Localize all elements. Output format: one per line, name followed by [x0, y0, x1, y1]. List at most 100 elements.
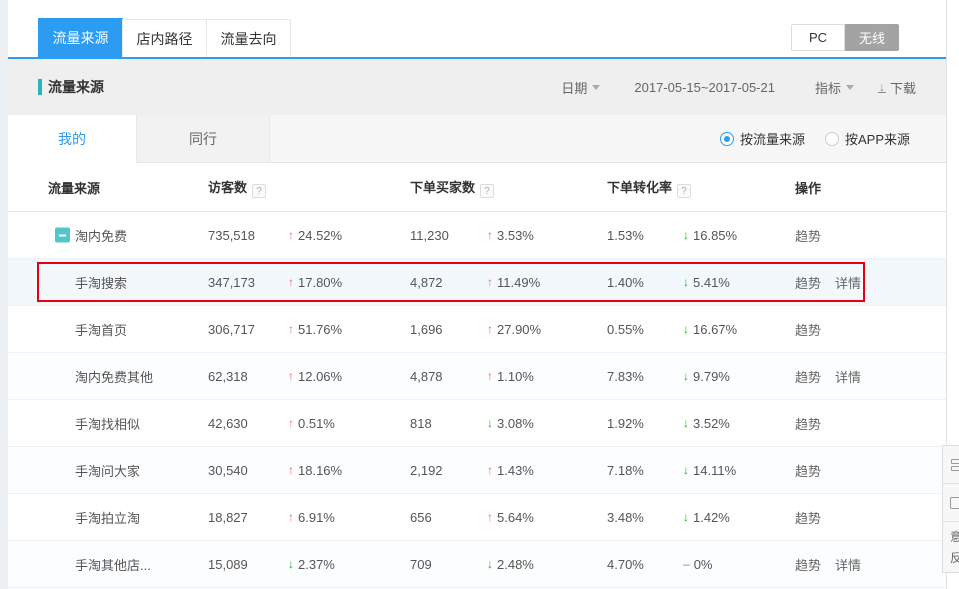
source-name[interactable]: 淘内免费其他: [75, 369, 154, 385]
table-row: 手淘首页 306,717 ↑ 51.76% 1,696 ↑ 27.90% 0.55% ↓ 16.6…: [8, 306, 946, 353]
date-range-value: 2017-05-15~2017-05-21: [634, 79, 775, 95]
trend-link[interactable]: 趋势: [795, 510, 822, 526]
trend-link[interactable]: 趋势: [795, 322, 822, 338]
conversion-change-value: 5.41%: [693, 274, 730, 290]
conversion-change: ↓ 14.11%: [675, 463, 787, 478]
visitors-change-value: 12.06%: [298, 368, 343, 384]
toggle-pc[interactable]: PC: [791, 24, 845, 51]
visitors-change: ↑ 24.52%: [288, 228, 402, 243]
col-header-buyers: 下单买家数?: [402, 177, 599, 198]
collapse-icon[interactable]: [55, 227, 70, 243]
buyers-change: ↑ 5.64%: [477, 510, 599, 525]
window-icon[interactable]: [943, 484, 959, 522]
row-actions: 趋势: [787, 414, 946, 433]
up-arrow-icon: ↑: [288, 275, 294, 289]
date-dropdown[interactable]: 日期: [561, 78, 601, 97]
visitors-value: 62,318: [208, 368, 248, 384]
download-button[interactable]: ↓ 下载: [877, 78, 916, 97]
detail-link[interactable]: 详情: [835, 557, 862, 573]
conversion-value: 7.83%: [607, 368, 644, 384]
row-actions: 趋势 详情: [787, 555, 946, 574]
conversion-change-value: 0%: [693, 556, 713, 572]
col-header-label: 下单买家数: [410, 179, 476, 195]
visitors-value: 306,717: [208, 321, 255, 337]
radio-label: 按APP来源: [844, 132, 910, 147]
date-dropdown-label: 日期: [561, 80, 588, 96]
radio-unselected-icon: [824, 131, 839, 146]
down-arrow-icon: ↓: [683, 275, 689, 289]
source-mode-radios: 按流量来源 按APP来源: [719, 115, 946, 162]
down-arrow-icon: ↓: [683, 463, 689, 477]
trend-link[interactable]: 趋势: [795, 275, 822, 291]
conversion-value: 1.92%: [607, 415, 644, 431]
conversion-value: 1.53%: [607, 227, 644, 243]
trend-link[interactable]: 趋势: [795, 369, 822, 385]
table-row: 手淘拍立淘 18,827 ↑ 6.91% 656 ↑ 5.64% 3.48% ↓ 1.42% 趋势: [8, 494, 946, 541]
up-arrow-icon: ↑: [487, 463, 493, 477]
buyers-value: 1,696: [410, 321, 443, 337]
tab-instore-path[interactable]: 店内路径: [122, 19, 207, 57]
up-arrow-icon: ↑: [288, 416, 294, 430]
conversion-change: ↓ 16.67%: [675, 322, 787, 337]
page-title: 流量来源: [48, 79, 104, 95]
buyers-value: 11,230: [410, 227, 449, 243]
tab-mine[interactable]: 我的: [8, 115, 137, 163]
table-header: 流量来源 访客数? 下单买家数? 下单转化率? 操作: [8, 163, 946, 212]
header-controls: 日期 2017-05-15~2017-05-21 指标 ↓ 下载: [561, 78, 916, 97]
feedback-char: 意: [949, 530, 959, 544]
detail-link[interactable]: 详情: [835, 275, 862, 291]
buyers-value: 4,878: [410, 368, 443, 384]
trend-link[interactable]: 趋势: [795, 228, 822, 244]
buyers-change: ↑ 11.49%: [477, 275, 599, 290]
flat-arrow-icon: –: [683, 557, 690, 571]
buyers-change-value: 1.43%: [497, 462, 534, 478]
trend-link[interactable]: 趋势: [795, 557, 822, 573]
conversion-change: ↓ 1.42%: [675, 510, 787, 525]
view-tab-bar: 我的 同行 按流量来源 按APP来源: [8, 115, 946, 163]
tab-peers[interactable]: 同行: [137, 115, 270, 162]
radio-by-traffic-source[interactable]: 按流量来源: [719, 129, 805, 148]
download-icon: ↓: [877, 79, 886, 94]
buyers-value: 2,192: [410, 462, 443, 478]
conversion-value: 3.48%: [607, 509, 644, 525]
trend-link[interactable]: 趋势: [795, 463, 822, 479]
source-name[interactable]: 手淘首页: [75, 322, 128, 338]
col-header-source: 流量来源: [48, 180, 101, 196]
source-name[interactable]: 手淘拍立淘: [75, 510, 141, 526]
buyers-change: ↑ 1.10%: [477, 369, 599, 384]
up-arrow-icon: ↑: [288, 228, 294, 242]
up-arrow-icon: ↑: [288, 322, 294, 336]
source-name[interactable]: 淘内免费: [8, 226, 208, 245]
visitors-change-value: 17.80%: [298, 274, 343, 290]
source-name[interactable]: 手淘其他店...: [75, 557, 151, 573]
toggle-wireless[interactable]: 无线: [845, 24, 899, 51]
panels-icon[interactable]: [943, 446, 959, 484]
radio-by-app-source[interactable]: 按APP来源: [824, 129, 910, 148]
row-actions: 趋势: [787, 320, 946, 339]
source-name[interactable]: 手淘搜索: [75, 275, 128, 291]
chevron-down-icon: [845, 84, 854, 90]
down-arrow-icon: ↓: [683, 369, 689, 383]
visitors-value: 42,630: [208, 415, 248, 431]
down-arrow-icon: ↓: [683, 416, 689, 430]
up-arrow-icon: ↑: [487, 228, 493, 242]
source-name[interactable]: 手淘问大家: [75, 463, 141, 479]
help-icon[interactable]: ?: [252, 183, 267, 198]
col-header-label: 访客数: [208, 179, 248, 195]
visitors-change: ↑ 17.80%: [288, 275, 402, 290]
detail-link[interactable]: 详情: [835, 369, 862, 385]
source-name[interactable]: 手淘找相似: [75, 416, 141, 432]
visitors-change: ↑ 0.51%: [288, 416, 402, 431]
help-icon[interactable]: ?: [677, 183, 692, 198]
tab-traffic-destination[interactable]: 流量去向: [206, 19, 291, 57]
tab-traffic-source[interactable]: 流量来源: [38, 18, 123, 57]
table-body: 淘内免费 735,518 ↑ 24.52% 11,230 ↑ 3.53% 1.53% ↓ 16.8…: [8, 212, 946, 588]
visitors-change-value: 6.91%: [298, 509, 335, 525]
download-label: 下载: [889, 80, 916, 96]
help-icon[interactable]: ?: [480, 183, 495, 198]
feedback-vertical-label[interactable]: 意 反: [943, 522, 959, 572]
metrics-dropdown[interactable]: 指标: [815, 78, 854, 97]
trend-link[interactable]: 趋势: [795, 416, 822, 432]
conversion-change: ↓ 3.52%: [675, 416, 787, 431]
